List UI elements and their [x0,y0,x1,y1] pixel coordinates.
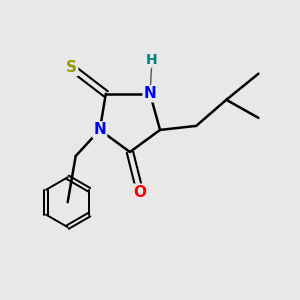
Text: N: N [144,86,156,101]
Text: O: O [134,185,146,200]
Text: S: S [66,60,77,75]
Text: H: H [146,52,158,67]
Text: N: N [93,122,106,137]
